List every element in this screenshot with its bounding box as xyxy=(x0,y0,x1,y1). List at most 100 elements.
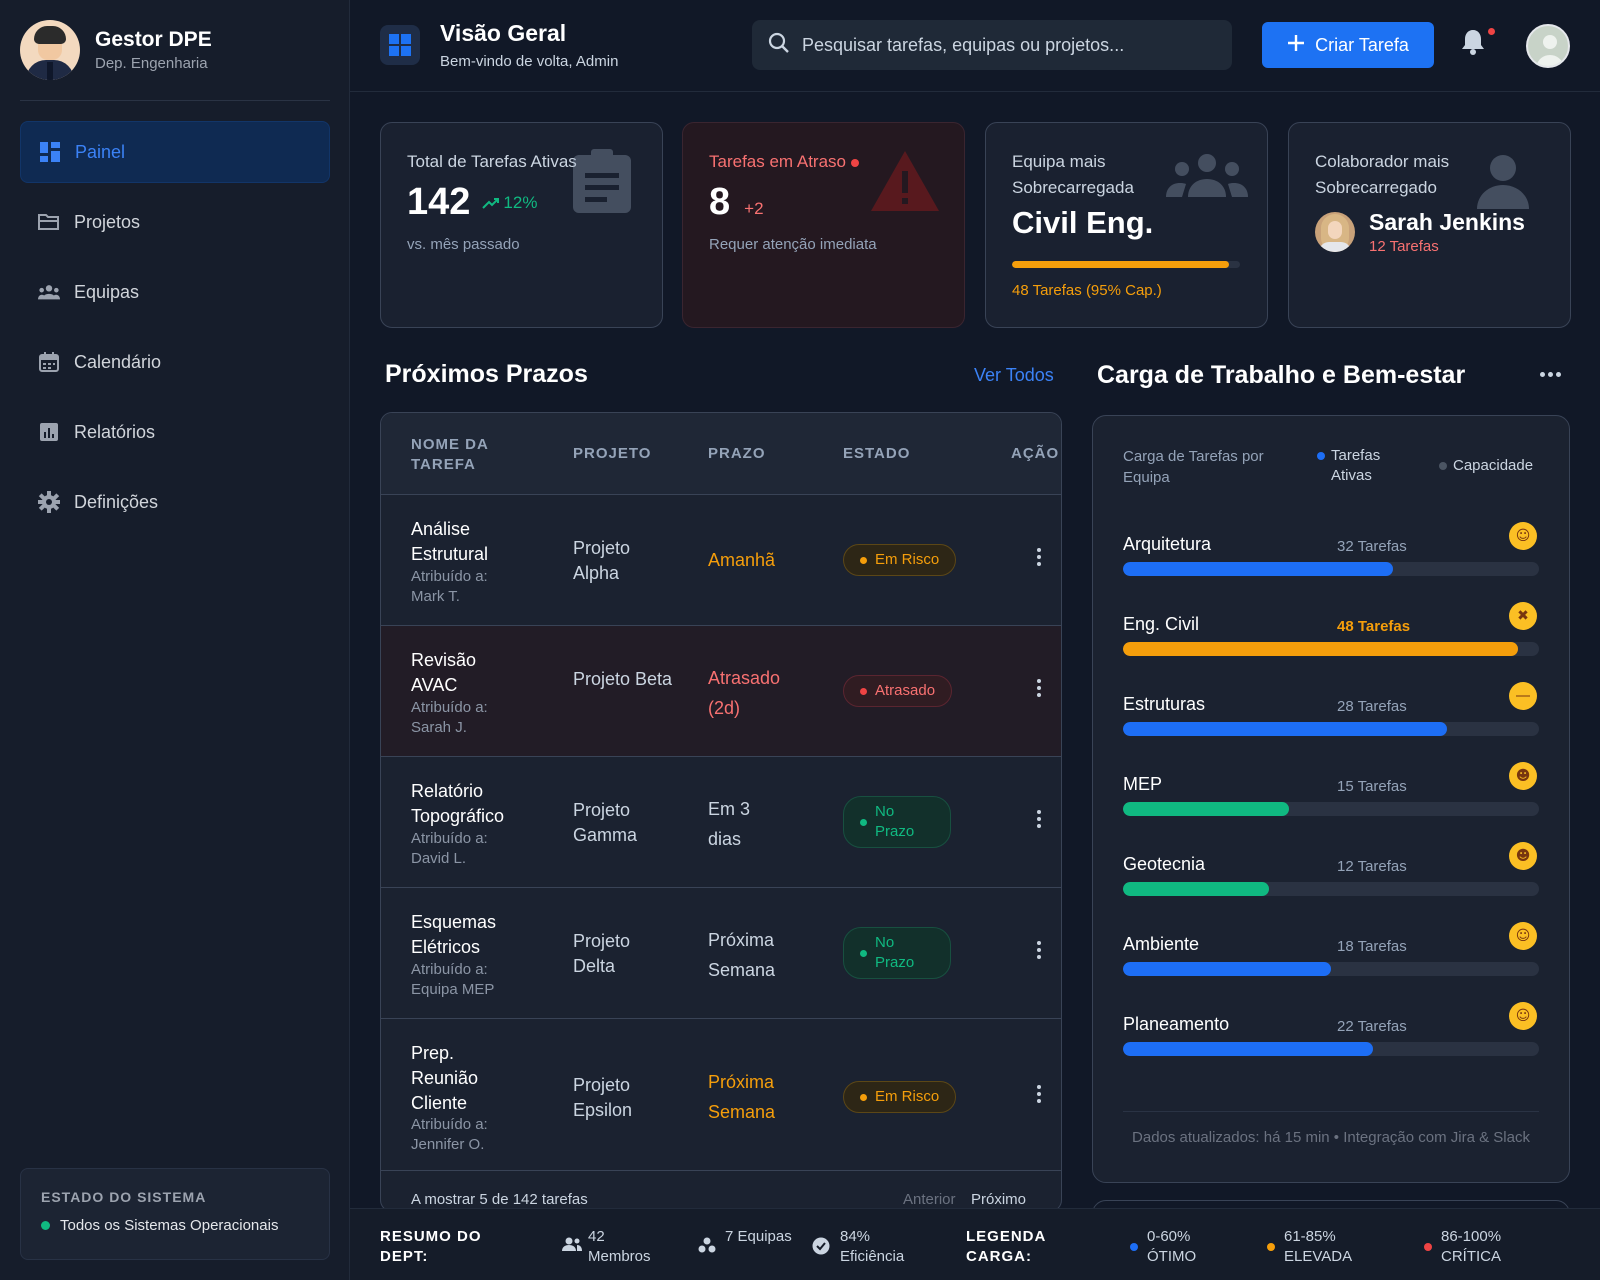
table-row[interactable]: Prep. Reunião Cliente Atribuído a: Jenni… xyxy=(381,1019,1061,1171)
table-row[interactable]: Esquemas Elétricos Atribuído a: Equipa M… xyxy=(381,888,1061,1019)
card-label: Colaborador mais Sobrecarregado xyxy=(1315,152,1450,197)
capacity-track xyxy=(1123,802,1539,816)
status-dot-icon xyxy=(860,556,867,564)
bell-icon[interactable] xyxy=(1460,28,1486,56)
legend-dot-icon xyxy=(1439,462,1447,470)
col-project: PROJETO xyxy=(573,445,652,462)
task-project: Projeto Epsilon xyxy=(573,1075,633,1120)
sidebar-item-equipas[interactable]: Equipas xyxy=(20,261,330,323)
task-project: Projeto Gamma xyxy=(573,800,638,845)
team-capacity-bar xyxy=(1012,261,1240,268)
card-label: Tarefas em Atraso xyxy=(709,149,938,175)
workload-row[interactable]: MEP 15 Tarefas ☻ xyxy=(1123,762,1539,834)
status-badge: No Prazo xyxy=(843,927,951,979)
status-dot-icon xyxy=(860,687,867,695)
overloaded-team-card[interactable]: Equipa mais Sobrecarregada Civil Eng. 48… xyxy=(985,122,1268,328)
create-task-button[interactable]: Criar Tarefa xyxy=(1262,22,1434,68)
row-menu-icon[interactable] xyxy=(1037,941,1043,959)
workload-row[interactable]: Arquitetura 32 Tarefas ☺ xyxy=(1123,522,1539,594)
row-menu-icon[interactable] xyxy=(1037,1085,1043,1103)
workload-subtitle: Carga de Tarefas por Equipa xyxy=(1123,448,1264,486)
active-tasks-card[interactable]: Total de Tarefas Ativas 142 12% vs. mês … xyxy=(380,122,663,328)
page-subtitle: Bem-vindo de volta, Admin xyxy=(440,53,619,70)
workload-fill xyxy=(1123,882,1269,896)
overloaded-person-card[interactable]: Colaborador mais Sobrecarregado Sarah Je… xyxy=(1288,122,1571,328)
search-input[interactable] xyxy=(802,34,1222,56)
person-tasks: 12 Tarefas xyxy=(1369,238,1439,255)
team-task-count: 48 Tarefas xyxy=(1337,618,1411,635)
table-row[interactable]: Revisão AVAC Atribuído a: Sarah J. Proje… xyxy=(381,626,1061,757)
team-task-count: 22 Tarefas xyxy=(1337,1018,1407,1035)
row-menu-icon[interactable] xyxy=(1037,548,1043,566)
notification-dot xyxy=(1488,28,1495,35)
more-options-icon[interactable] xyxy=(1540,372,1561,377)
workload-row[interactable]: Ambiente 18 Tarefas ☺ xyxy=(1123,922,1539,994)
card-note: Requer atenção imediata xyxy=(709,236,877,253)
sidebar-item-relatorios[interactable]: Relatórios xyxy=(20,401,330,463)
table-row[interactable]: Relatório Topográfico Atribuído a: David… xyxy=(381,757,1061,888)
prev-button[interactable]: Anterior xyxy=(903,1191,956,1208)
sidebar-item-painel[interactable]: Painel xyxy=(20,121,330,183)
app-logo-icon xyxy=(380,25,420,65)
team-name: Arquitetura xyxy=(1123,534,1212,554)
capacity-track xyxy=(1123,562,1539,576)
workload-footnote: Dados atualizados: há 15 min • Integraçã… xyxy=(1123,1111,1539,1148)
trend-up-icon xyxy=(482,197,500,209)
trend: 12% xyxy=(482,193,537,213)
next-button[interactable]: Próximo xyxy=(971,1191,1027,1208)
col-task-name: NOME DA TAREFA xyxy=(411,436,489,473)
footer-legend-high: 61-85% ELEVADA xyxy=(1284,1228,1353,1265)
sidebar-item-label: Painel xyxy=(75,141,126,162)
workload-row[interactable]: Eng. Civil 48 Tarefas ✖ xyxy=(1123,602,1539,674)
overdue-tasks-card[interactable]: Tarefas em Atraso 8 +2 Requer atenção im… xyxy=(682,122,965,328)
teams-icon xyxy=(698,1237,716,1253)
sidebar-nav: Painel Projetos Equipas Calendário Relat… xyxy=(20,121,330,541)
capacity-track xyxy=(1123,642,1539,656)
card-label: Equipa mais Sobrecarregada xyxy=(1012,152,1134,197)
col-due: PRAZO xyxy=(708,445,766,462)
task-due: Em 3 dias xyxy=(708,799,751,849)
capacity-track xyxy=(1123,882,1539,896)
card-note: vs. mês passado xyxy=(407,236,520,253)
workload-row[interactable]: Planeamento 22 Tarefas ☺ xyxy=(1123,1002,1539,1074)
sidebar-item-label: Definições xyxy=(74,491,159,512)
row-menu-icon[interactable] xyxy=(1037,679,1043,697)
sidebar-item-calendario[interactable]: Calendário xyxy=(20,331,330,393)
table-row[interactable]: Análise Estrutural Atribuído a: Mark T. … xyxy=(381,495,1061,626)
table-header: NOME DA TAREFA PROJETO PRAZO ESTADO AÇÃO xyxy=(381,413,1061,495)
team-name: Estruturas xyxy=(1123,694,1206,714)
workload-row[interactable]: Estruturas 28 Tarefas ― xyxy=(1123,682,1539,754)
slight-smile-icon: ☺ xyxy=(1509,522,1537,550)
col-action: AÇÃO xyxy=(1011,445,1060,462)
status-dot-icon xyxy=(41,1221,50,1230)
view-all-link[interactable]: Ver Todos xyxy=(974,365,1054,385)
sidebar-item-projetos[interactable]: Projetos xyxy=(20,191,330,253)
status-dot-icon xyxy=(860,1093,867,1101)
workload-fill xyxy=(1123,802,1290,816)
footer-legend-critical: 86-100% CRÍTICA xyxy=(1441,1228,1502,1265)
search-bar[interactable] xyxy=(752,20,1232,70)
user-avatar[interactable] xyxy=(1526,24,1570,68)
status-badge: Em Risco xyxy=(843,544,957,576)
task-name: Análise Estrutural xyxy=(411,519,489,564)
task-name: Prep. Reunião Cliente xyxy=(411,1043,479,1113)
team-capacity-fill xyxy=(1012,261,1229,268)
verified-icon xyxy=(812,1237,830,1255)
folder-icon xyxy=(38,211,60,233)
row-menu-icon[interactable] xyxy=(1037,810,1043,828)
footer-summary-label: RESUMO DO DEPT: xyxy=(380,1228,482,1265)
workload-fill xyxy=(1123,962,1331,976)
profile[interactable]: Gestor DPE Dep. Engenharia xyxy=(20,20,212,80)
team-name: Planeamento xyxy=(1123,1014,1230,1034)
footer-legend-optimal: 0-60% ÓTIMO xyxy=(1147,1228,1197,1265)
team-task-count: 18 Tarefas xyxy=(1337,938,1407,955)
team-icon xyxy=(38,281,60,303)
alert-dot-icon xyxy=(850,158,859,167)
sidebar-item-definicoes[interactable]: Definições xyxy=(20,471,330,533)
slight-smile-icon: ☺ xyxy=(1509,922,1537,950)
sidebar-item-label: Relatórios xyxy=(74,421,156,442)
workload-row[interactable]: Geotecnia 12 Tarefas ☻ xyxy=(1123,842,1539,914)
status-dot-icon xyxy=(860,949,867,957)
profile-dept: Dep. Engenharia xyxy=(95,55,208,72)
status-badge: Atrasado xyxy=(843,675,953,707)
